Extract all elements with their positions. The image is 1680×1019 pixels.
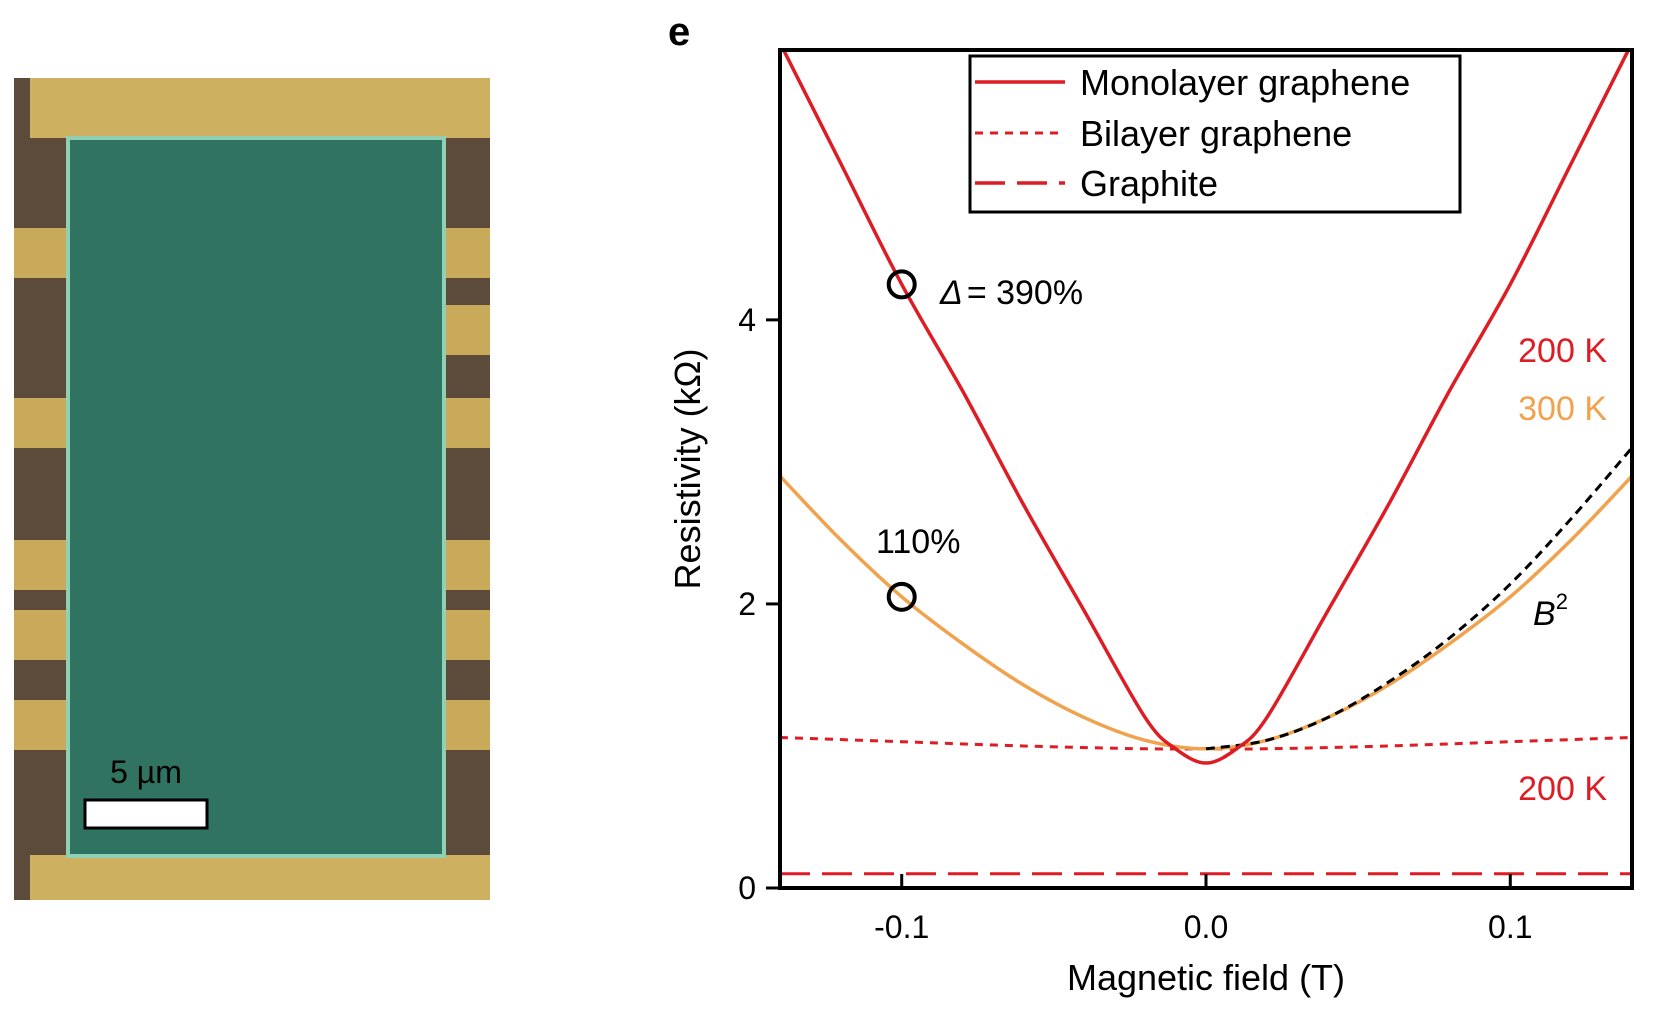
legend-label-graphite: Graphite [1080, 163, 1218, 204]
y-ticks: 0 2 4 [738, 302, 780, 906]
delta-annotation: Δ = 390% [939, 274, 1083, 312]
legend: Monolayer graphene Bilayer graphene Grap… [968, 54, 1462, 214]
series-line-2 [1205, 446, 1632, 751]
y-tick-label-2: 4 [738, 302, 756, 338]
x-tick-label-2: 0.1 [1488, 909, 1532, 945]
scale-bar [83, 798, 209, 830]
micrograph: 5 µm [14, 78, 490, 900]
delta-symbol: Δ [939, 274, 963, 312]
b2-base: B [1533, 595, 1556, 633]
y-tick-label-0: 0 [738, 870, 756, 906]
scale-bar-label: 5 µm [110, 754, 182, 790]
b2-annotation: B2 [1533, 589, 1568, 633]
series-line-1 [780, 474, 1632, 751]
series-line-0 [781, 50, 1631, 765]
label-200k-top: 200 K [1518, 332, 1607, 370]
delta-value: = 390% [967, 274, 1083, 312]
x-axis-label: Magnetic field (T) [1067, 957, 1345, 998]
y-tick-label-1: 2 [738, 586, 756, 622]
x-tick-label-1: 0.0 [1184, 909, 1228, 945]
marker-layer [886, 269, 917, 612]
label-200k-bottom: 200 K [1518, 770, 1607, 808]
graphene-channel [66, 136, 446, 858]
x-tick-label-0: -0.1 [874, 909, 929, 945]
label-300k: 300 K [1518, 390, 1607, 428]
annotations: Δ = 390% 110% 200 K 300 K 200 K B2 [876, 274, 1607, 808]
chart: e -0.1 0.0 0.1 0 2 4 Magnetic field (T) Resi… [667, 10, 1634, 998]
circle-marker-1 [886, 581, 917, 612]
pct-300k-annotation: 110% [876, 523, 960, 561]
circle-marker-0 [886, 269, 917, 300]
bottom-contact [30, 855, 490, 900]
y-axis-label: Resistivity (kΩ) [667, 349, 708, 590]
top-contact [30, 78, 490, 138]
legend-label-bilayer: Bilayer graphene [1080, 113, 1352, 154]
b2-exponent: 2 [1556, 589, 1568, 614]
series-layer [780, 50, 1632, 876]
legend-label-monolayer: Monolayer graphene [1080, 62, 1410, 103]
x-ticks: -0.1 0.0 0.1 [874, 874, 1533, 945]
panel-label: e [668, 10, 690, 54]
